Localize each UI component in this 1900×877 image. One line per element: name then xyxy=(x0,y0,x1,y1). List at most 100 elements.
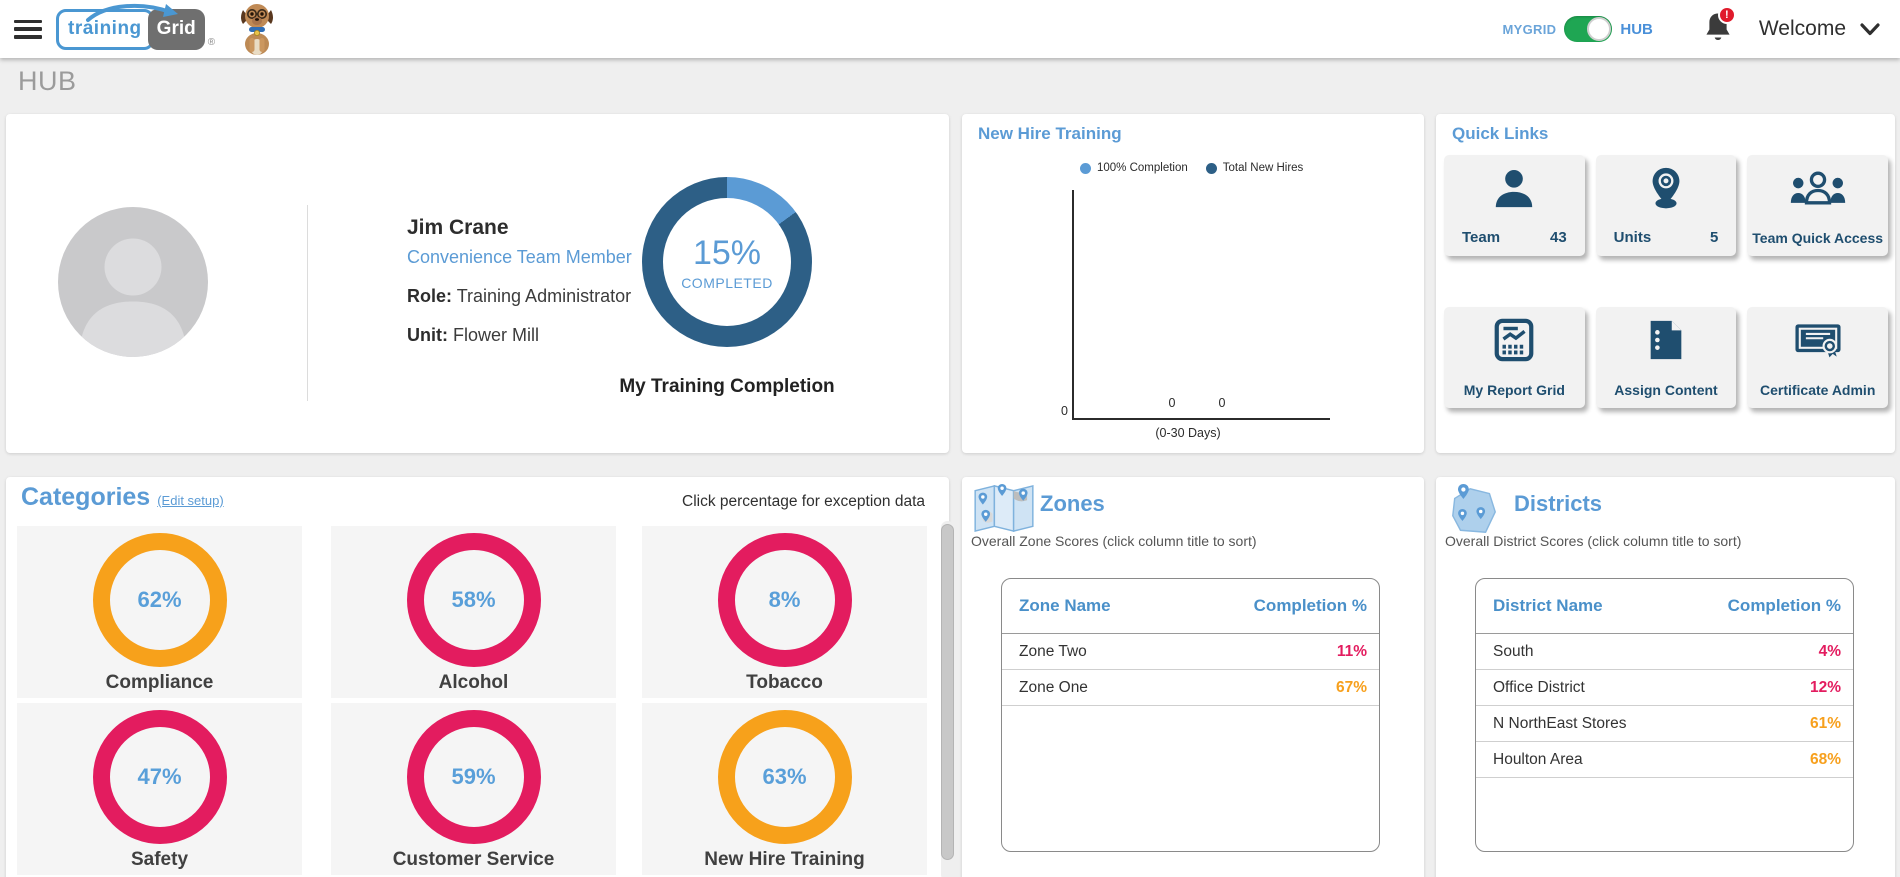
quick-link-team[interactable]: Team 43 xyxy=(1444,155,1585,256)
category-ring: 63% xyxy=(717,710,852,844)
districts-title: Districts xyxy=(1514,491,1603,516)
district-name: N NorthEast Stores xyxy=(1493,714,1627,732)
registered-mark: ® xyxy=(207,36,216,48)
districts-table-header: District Name Completion % xyxy=(1476,579,1853,634)
notifications-button[interactable]: ! xyxy=(1703,5,1736,48)
tile-label: Team Quick Access xyxy=(1752,230,1884,246)
tile-label: Team xyxy=(1462,229,1501,246)
profile-card: Jim Crane Convenience Team Member Role: … xyxy=(6,114,949,453)
user-team: Convenience Team Member xyxy=(407,247,632,267)
scrollbar-thumb[interactable] xyxy=(941,524,954,860)
category-label: Customer Service xyxy=(392,849,555,870)
zones-table-header: Zone Name Completion % xyxy=(1002,579,1379,634)
category-percent[interactable]: 63% xyxy=(762,764,807,789)
document-icon xyxy=(1596,317,1737,363)
user-role: Role: Training Administrator xyxy=(407,286,632,307)
category-percent[interactable]: 59% xyxy=(451,764,496,789)
completion-title: My Training Completion xyxy=(619,376,835,397)
bar-value-label: 0 xyxy=(1168,396,1176,410)
territory-map-icon xyxy=(1452,483,1496,533)
district-percent: 12% xyxy=(1809,678,1841,696)
districts-card: Districts Overall District Scores (click… xyxy=(1436,477,1895,877)
column-header-zone-name[interactable]: Zone Name xyxy=(1019,596,1111,615)
y-axis xyxy=(1072,190,1074,420)
quick-link-assign-content[interactable]: Assign Content xyxy=(1595,307,1737,408)
top-bar: training Grid ® MYGRID HUB xyxy=(0,0,1900,58)
districts-table: District Name Completion % South 4% Offi… xyxy=(1475,578,1854,852)
quick-link-my-report-grid[interactable]: My Report Grid xyxy=(1444,307,1585,408)
completion-percent: 15% xyxy=(692,233,762,272)
y-axis-origin-label: 0 xyxy=(1061,404,1068,418)
legend-dot-dark xyxy=(1205,162,1217,174)
category-percent[interactable]: 62% xyxy=(137,587,182,612)
category-label: Alcohol xyxy=(438,672,509,693)
divider xyxy=(307,205,308,401)
tile-count: 5 xyxy=(1710,229,1719,246)
categories-title: Categories xyxy=(21,483,151,511)
category-tile-alcohol: 58% Alcohol xyxy=(331,526,616,698)
traininggrid-logo[interactable]: training Grid ® xyxy=(56,3,216,50)
tile-count: 43 xyxy=(1549,229,1567,246)
scrollbar-track[interactable] xyxy=(941,521,954,877)
training-completion-donut: 15% COMPLETED xyxy=(642,177,812,347)
table-row: South 4% xyxy=(1476,634,1853,670)
certificate-icon xyxy=(1747,317,1888,363)
quick-link-team-quick-access[interactable]: Team Quick Access xyxy=(1747,155,1889,256)
x-axis xyxy=(1072,418,1330,420)
quick-links-title: Quick Links xyxy=(1452,124,1549,143)
unit-value: Flower Mill xyxy=(453,325,540,345)
notification-badge: ! xyxy=(1717,5,1736,24)
table-row: Houlton Area 68% xyxy=(1476,742,1853,778)
role-label: Role: xyxy=(407,286,452,306)
quick-links-grid: Team 43 Units 5 xyxy=(1444,155,1889,408)
user-name: Jim Crane xyxy=(407,216,509,239)
menu-icon[interactable] xyxy=(14,19,42,39)
legend-label: 100% Completion xyxy=(1097,162,1188,174)
mygrid-hub-toggle-group: MYGRID HUB xyxy=(1503,16,1653,42)
quick-link-certificate-admin[interactable]: Certificate Admin xyxy=(1747,307,1889,408)
mygrid-hub-toggle[interactable] xyxy=(1564,16,1613,42)
tile-label: Certificate Admin xyxy=(1759,382,1876,398)
zone-name: Zone One xyxy=(1019,678,1088,696)
unit-label: Unit: xyxy=(407,325,448,345)
avatar xyxy=(58,207,208,357)
tile-label: Assign Content xyxy=(1614,382,1718,398)
column-header-completion[interactable]: Completion % xyxy=(1253,596,1367,615)
toggle-knob xyxy=(1587,17,1612,41)
user-unit: Unit: Flower Mill xyxy=(407,325,632,346)
table-row: Zone Two 11% xyxy=(1002,634,1379,670)
column-header-district-name[interactable]: District Name xyxy=(1493,596,1603,615)
quick-link-units[interactable]: Units 5 xyxy=(1595,155,1737,256)
district-percent: 4% xyxy=(1818,642,1841,660)
legend-item: 100% Completion xyxy=(1080,162,1188,174)
welcome-menu[interactable]: Welcome xyxy=(1759,17,1880,41)
report-chart-icon xyxy=(1444,317,1585,363)
category-tile-customer-service: 59% Customer Service xyxy=(331,703,616,875)
category-ring: 59% xyxy=(406,710,541,844)
district-percent: 68% xyxy=(1809,750,1841,768)
category-percent[interactable]: 58% xyxy=(451,587,496,612)
column-header-completion[interactable]: Completion % xyxy=(1727,596,1841,615)
donut-center: 15% COMPLETED xyxy=(663,198,791,326)
district-name: South xyxy=(1493,642,1534,660)
zone-percent: 67% xyxy=(1335,678,1367,696)
zones-card: Zones Overall Zone Scores (click column … xyxy=(962,477,1424,877)
legend-item: Total New Hires xyxy=(1205,162,1303,174)
topbar-right: MYGRID HUB ! Welcome xyxy=(1503,5,1900,48)
edit-setup-link[interactable]: (Edit setup) xyxy=(157,493,224,508)
zone-name: Zone Two xyxy=(1019,642,1087,660)
quick-links-card: Quick Links Team 43 xyxy=(1436,114,1895,453)
category-label: Tobacco xyxy=(746,672,823,693)
page-title: HUB xyxy=(18,66,77,96)
zones-subtitle: Overall Zone Scores (click column title … xyxy=(971,533,1257,549)
districts-subtitle: Overall District Scores (click column ti… xyxy=(1445,533,1742,549)
categories-hint: Click percentage for exception data xyxy=(682,493,925,510)
table-row: Office District 12% xyxy=(1476,670,1853,706)
person-placeholder-icon xyxy=(79,238,187,357)
category-percent[interactable]: 47% xyxy=(137,764,182,789)
dog-mascot xyxy=(241,4,274,55)
person-icon xyxy=(1444,165,1585,211)
zones-table: Zone Name Completion % Zone Two 11% Zone… xyxy=(1001,578,1380,852)
category-percent[interactable]: 8% xyxy=(768,587,801,612)
logo-grid-box: Grid xyxy=(147,8,205,50)
